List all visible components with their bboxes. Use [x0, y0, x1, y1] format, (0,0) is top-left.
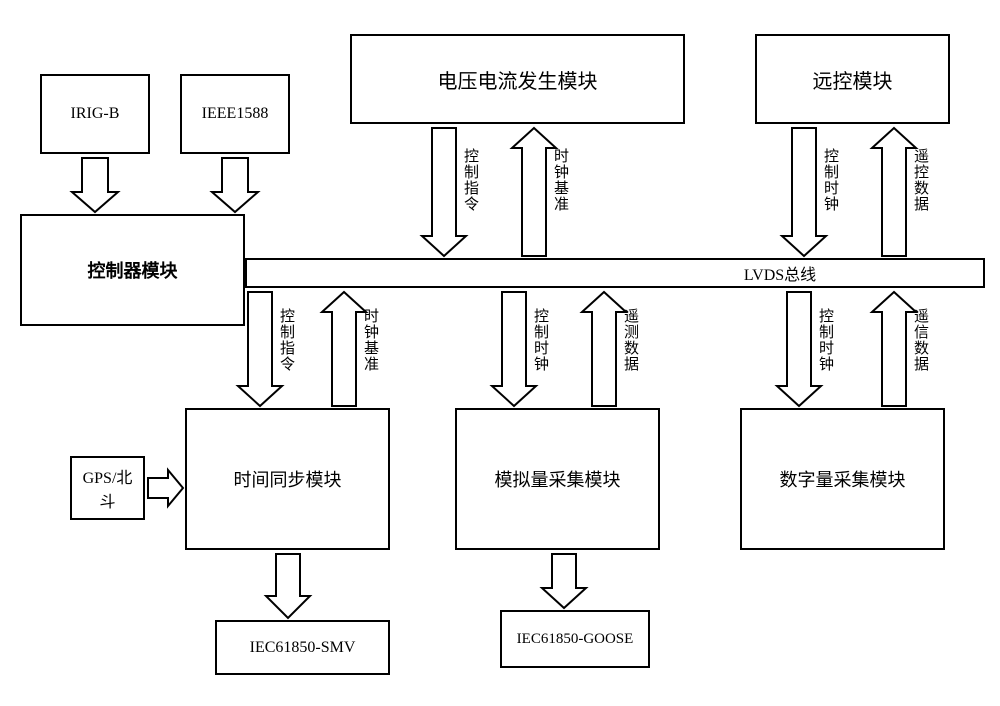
label-vcgen-ctrl: 控制指令 — [460, 148, 481, 212]
label-tsync-clk: 时钟基准 — [360, 308, 381, 372]
arrow-ieee — [212, 158, 258, 212]
label-digital-ctrl: 控制时钟 — [815, 308, 836, 372]
arrow-tsync-smv — [266, 554, 310, 618]
label-remote-data: 遥控数据 — [910, 148, 931, 212]
label-analog-data: 遥测数据 — [620, 308, 641, 372]
label-tsync-ctrl: 控制指令 — [276, 308, 297, 372]
arrows-layer — [0, 0, 1000, 706]
label-analog-ctrl: 控制时钟 — [530, 308, 551, 372]
arrow-analog-goose — [542, 554, 586, 608]
arrow-irigb — [72, 158, 118, 212]
label-digital-data: 遥信数据 — [910, 308, 931, 372]
arrow-gps — [148, 470, 183, 506]
label-remote-ctrl: 控制时钟 — [820, 148, 841, 212]
label-vcgen-clk: 时钟基准 — [550, 148, 571, 212]
